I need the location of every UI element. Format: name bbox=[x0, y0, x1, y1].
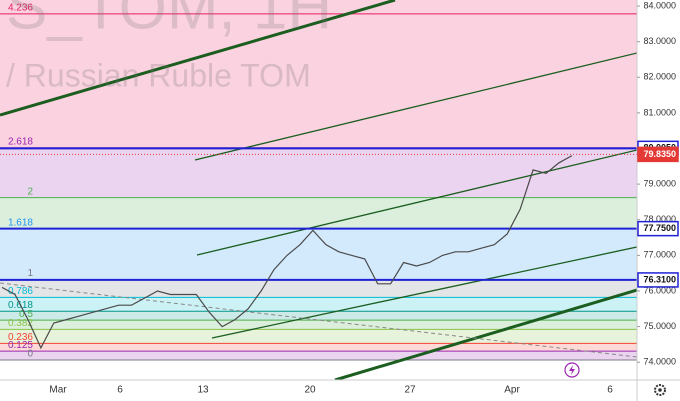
fib-label: 4.236 bbox=[8, 3, 33, 14]
y-tick-label: 75.0000 bbox=[643, 321, 676, 331]
x-tick-label: 13 bbox=[197, 385, 209, 396]
fib-label: 2.618 bbox=[8, 136, 33, 147]
x-tick-label: Mar bbox=[49, 385, 67, 396]
settings-hub bbox=[658, 388, 662, 392]
settings-icon[interactable] bbox=[654, 384, 666, 396]
price-tag-label: 77.7500 bbox=[643, 223, 676, 233]
price-tag bbox=[637, 220, 679, 237]
x-tick-label: 20 bbox=[304, 385, 316, 396]
y-tick-label: 78.0000 bbox=[643, 214, 676, 224]
trend-line bbox=[196, 149, 638, 256]
trend-line bbox=[334, 288, 638, 382]
fib-band bbox=[0, 13, 637, 148]
fib-label: 1.618 bbox=[8, 217, 33, 228]
fib-label: 0 bbox=[27, 349, 33, 360]
fib-band bbox=[0, 351, 637, 361]
y-tick-label: 76.0000 bbox=[643, 285, 676, 295]
price-tag bbox=[637, 146, 679, 163]
fib-label: 0.236 bbox=[8, 332, 33, 343]
fib-band bbox=[0, 329, 637, 344]
price-tag-label: 76.3100 bbox=[643, 274, 676, 284]
fib-band bbox=[0, 297, 637, 312]
x-tick-label: 6 bbox=[117, 385, 123, 396]
x-tick-label: 27 bbox=[404, 385, 416, 396]
y-tick-label: 77.0000 bbox=[643, 250, 676, 260]
fib-label: 0.5 bbox=[19, 309, 33, 320]
watermark-symbol: S_TOM, 1H bbox=[6, 0, 332, 42]
fib-label: 2 bbox=[27, 186, 33, 197]
fib-band bbox=[0, 0, 637, 14]
fib-band bbox=[0, 343, 637, 352]
fib-band bbox=[0, 320, 637, 330]
fib-label: 1 bbox=[27, 268, 33, 279]
x-tick-label: Apr bbox=[504, 385, 520, 396]
trend-line bbox=[211, 246, 638, 339]
y-tick-label: 74.0000 bbox=[643, 357, 676, 367]
fib-band bbox=[0, 279, 637, 298]
y-tick-label: 82.0000 bbox=[643, 72, 676, 82]
price-tag bbox=[637, 272, 679, 288]
trend-line bbox=[0, 0, 396, 117]
fib-band bbox=[0, 147, 637, 198]
price-line bbox=[1, 155, 573, 350]
trend-line bbox=[194, 52, 638, 161]
plot-layer: 4.2362.61821.61810.7860.6180.50.3820.236… bbox=[0, 0, 638, 382]
alert-bolt bbox=[569, 365, 575, 375]
fib-band bbox=[0, 197, 637, 229]
x-tick-label: 6 bbox=[607, 385, 613, 396]
time-axis bbox=[0, 380, 680, 401]
y-tick-label: 83.0000 bbox=[643, 36, 676, 46]
fib-label: 0.382 bbox=[8, 318, 33, 329]
fib-label: 0.786 bbox=[8, 286, 33, 297]
y-tick-label: 79.0000 bbox=[643, 178, 676, 188]
trend-line bbox=[0, 282, 638, 358]
price-tag-label: 79.8350 bbox=[643, 149, 676, 159]
fib-label: 0.125 bbox=[8, 340, 33, 351]
y-tick-label: 81.0000 bbox=[643, 107, 676, 117]
price-axis bbox=[637, 0, 680, 401]
y-tick-label: 84.0000 bbox=[643, 0, 676, 10]
watermark-name: / Russian Ruble TOM bbox=[6, 57, 311, 93]
